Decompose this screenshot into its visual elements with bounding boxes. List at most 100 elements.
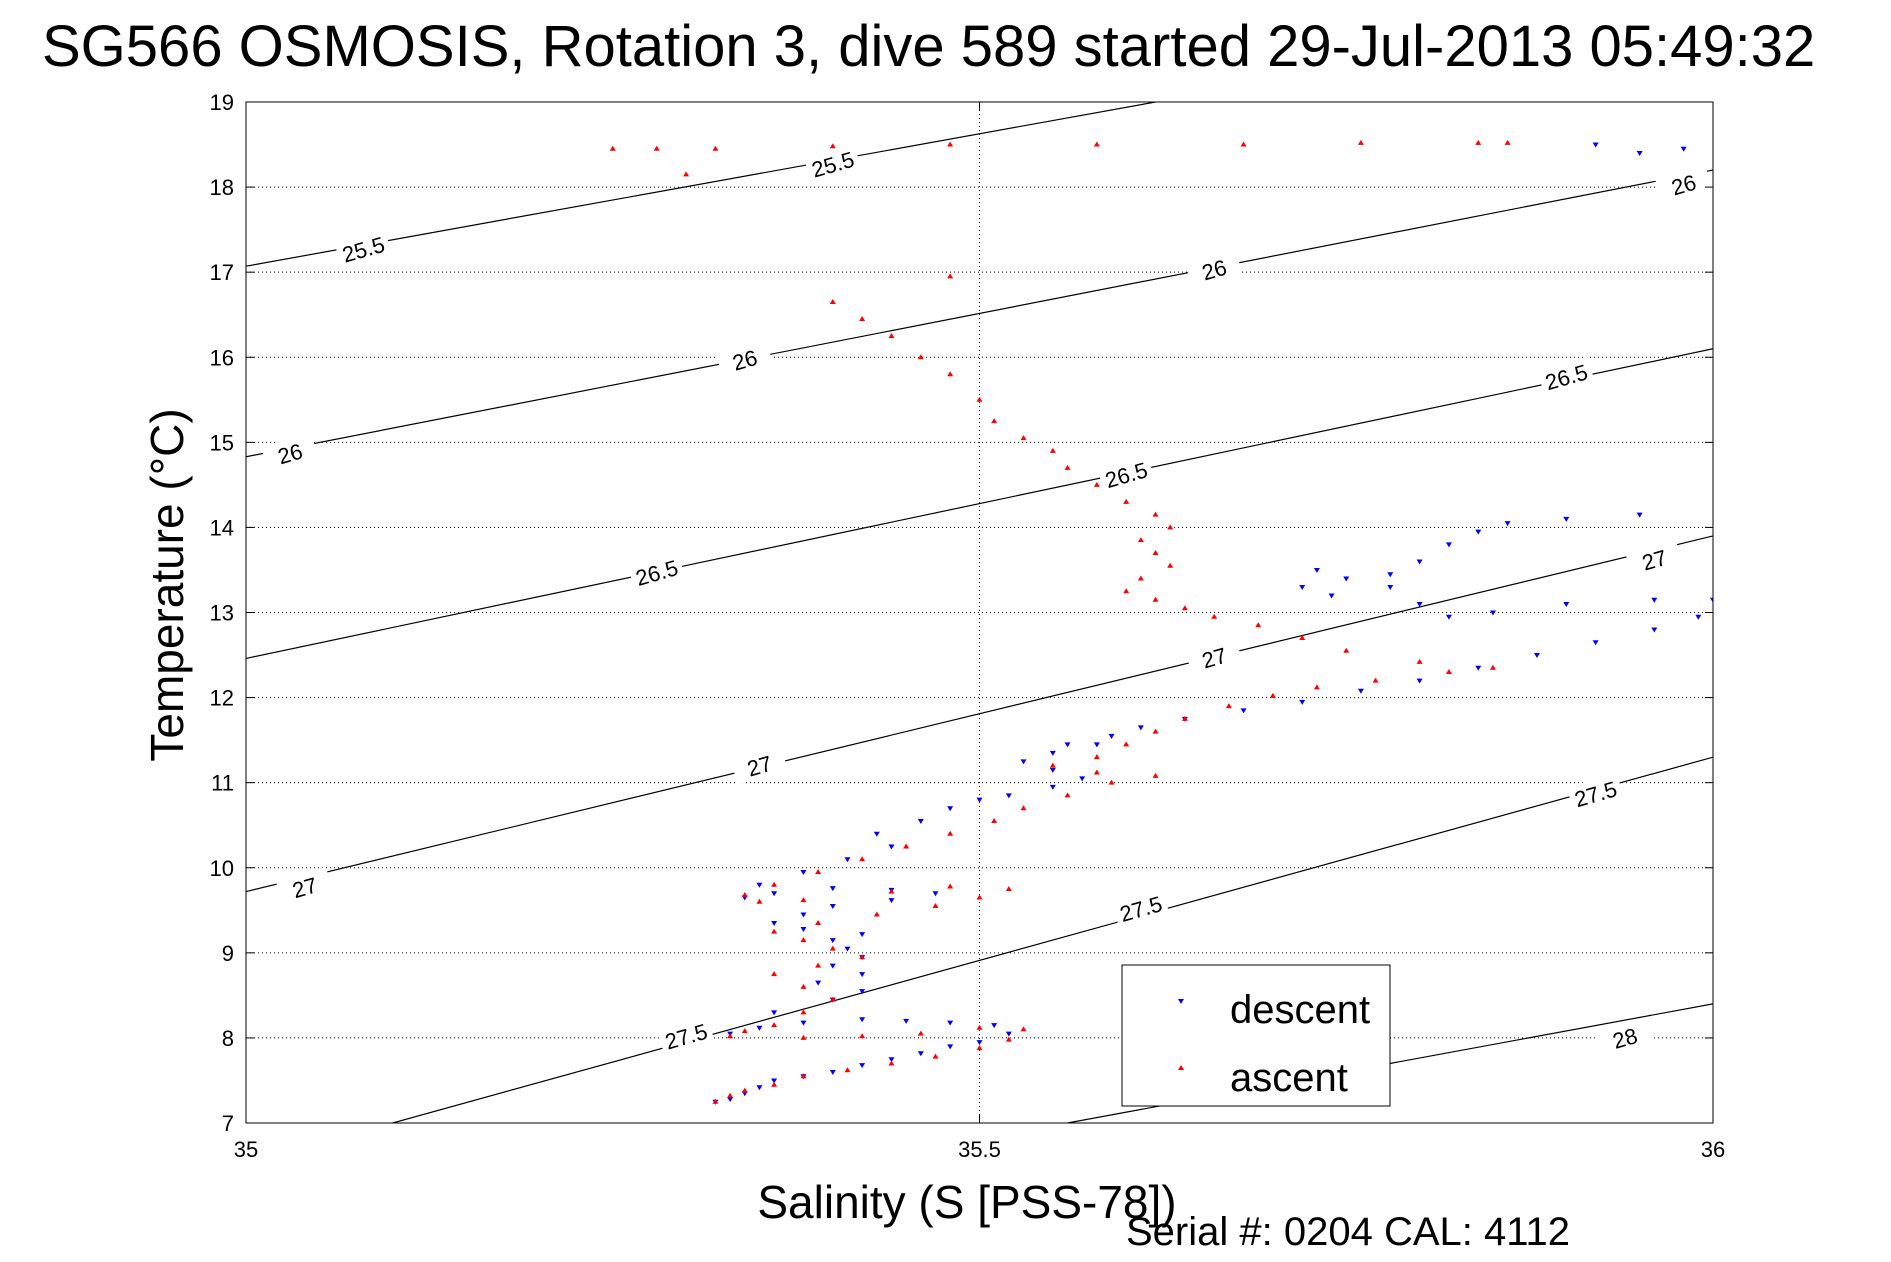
ascent-point <box>1152 728 1159 734</box>
ascent-point <box>1313 684 1320 690</box>
ascent-point <box>1299 635 1306 641</box>
ascent-point <box>815 920 822 926</box>
chart-title: SG566 OSMOSIS, Rotation 3, dive 589 star… <box>42 14 1815 79</box>
ascent-point <box>712 145 719 151</box>
ascent-point <box>976 1045 983 1051</box>
contour-label: 26.5 <box>1537 356 1595 396</box>
ascent-point <box>1020 805 1027 811</box>
ascent-point <box>1416 658 1423 664</box>
descent-point <box>947 1020 954 1026</box>
ascent-point <box>1137 575 1144 581</box>
ascent-point <box>815 962 822 968</box>
contour-label-bg <box>1566 773 1624 813</box>
y-tick-label: 19 <box>210 90 234 115</box>
contour-label-text: 26.5 <box>1542 359 1590 395</box>
ascent-point <box>1020 1026 1027 1032</box>
contour-label: 27.5 <box>657 1015 715 1055</box>
descent-point <box>1357 688 1364 694</box>
serial-cal-footer: Serial #: 0204 CAL: 4112 <box>1126 1210 1570 1254</box>
contour-label: 27.5 <box>1112 887 1170 928</box>
legend-box <box>1121 964 1391 1107</box>
ascent-point <box>1064 464 1071 470</box>
descent-point <box>1739 462 1745 467</box>
ascent-point <box>903 843 910 849</box>
descent-point <box>1739 606 1745 611</box>
ascent-point <box>1123 741 1130 747</box>
descent-point <box>1416 559 1423 565</box>
ascent-point <box>1049 447 1056 453</box>
descent-point <box>727 1097 734 1103</box>
ascent-point <box>1269 692 1276 698</box>
contour-label-bg <box>1654 163 1712 204</box>
ascent-point <box>1093 769 1100 775</box>
descent-point <box>800 912 807 918</box>
descent-point <box>1563 516 1570 522</box>
legend-descent-marker <box>1178 999 1184 1004</box>
ascent-point <box>1005 1036 1012 1042</box>
descent-point <box>829 938 836 944</box>
descent-point <box>1636 151 1643 157</box>
ascent-point <box>741 1028 748 1034</box>
contour-label-text: 27.5 <box>662 1019 710 1055</box>
contour-label-text: 25.5 <box>339 232 387 268</box>
contour-label: 26 <box>1185 248 1243 289</box>
descent-point <box>829 963 836 969</box>
ascent-point <box>1020 435 1027 441</box>
descent-point <box>1475 665 1482 671</box>
descent-point <box>1783 453 1789 458</box>
ascent-point <box>1167 524 1174 530</box>
descent-point <box>1651 627 1658 633</box>
contour-line-25-5 <box>246 102 1156 267</box>
y-tick-label: 17 <box>210 260 234 285</box>
descent-point <box>1680 146 1687 152</box>
ascent-point <box>1093 141 1100 147</box>
contour-label-bg <box>1097 454 1155 494</box>
descent-point <box>976 1040 983 1046</box>
contour-label: 26 <box>261 432 319 473</box>
ascent-point <box>947 141 954 147</box>
ascent-point <box>1225 703 1232 709</box>
ascent-point <box>888 332 895 338</box>
descent-point <box>1387 572 1394 578</box>
y-tick-label: 16 <box>210 345 234 370</box>
axis-ticks: 35 35.5 36 7 8 9 10 11 12 13 14 15 16 17 18 19 <box>210 90 1726 1162</box>
contour-label-text: 26.5 <box>1102 457 1150 493</box>
descent-point <box>1783 483 1789 488</box>
contour-label: 25.5 <box>334 228 392 268</box>
ascent-point <box>1152 549 1159 555</box>
descent-point <box>800 1020 807 1026</box>
descent-point <box>1020 759 1027 765</box>
y-tick-label: 13 <box>210 601 234 626</box>
ascent-point <box>683 171 690 177</box>
descent-point <box>1093 742 1100 748</box>
ascent-point <box>756 898 763 904</box>
contour-label: 26.5 <box>1097 454 1155 494</box>
descent-point <box>756 882 763 888</box>
descent-point <box>815 980 822 986</box>
y-tick-label: 7 <box>222 1111 234 1136</box>
descent-point <box>1064 742 1071 748</box>
contour-label: 26.5 <box>627 551 686 592</box>
ascent-point <box>771 928 778 934</box>
ascent-point <box>741 891 748 897</box>
descent-point <box>1387 584 1394 590</box>
descent-point <box>1108 733 1115 739</box>
y-tick-label: 15 <box>210 430 234 455</box>
ascent-point <box>653 145 660 151</box>
contour-label-text: 27.5 <box>1117 891 1165 927</box>
y-tick-label: 9 <box>222 941 234 966</box>
descent-point <box>1857 445 1863 450</box>
ascent-point <box>859 954 866 960</box>
descent-point <box>829 904 836 910</box>
ascent-point <box>1005 886 1012 892</box>
ascent-point <box>1445 669 1452 675</box>
descent-point <box>1313 567 1320 573</box>
y-axis-label: Temperature (°C) <box>141 408 193 761</box>
descent-point <box>771 891 778 897</box>
ascent-point <box>1064 792 1071 798</box>
y-tick-label: 12 <box>210 686 234 711</box>
ascent-point <box>888 1060 895 1066</box>
ascent-point <box>1827 146 1833 151</box>
contour-label-text: 25.5 <box>809 147 857 183</box>
descent-point <box>1416 678 1423 684</box>
